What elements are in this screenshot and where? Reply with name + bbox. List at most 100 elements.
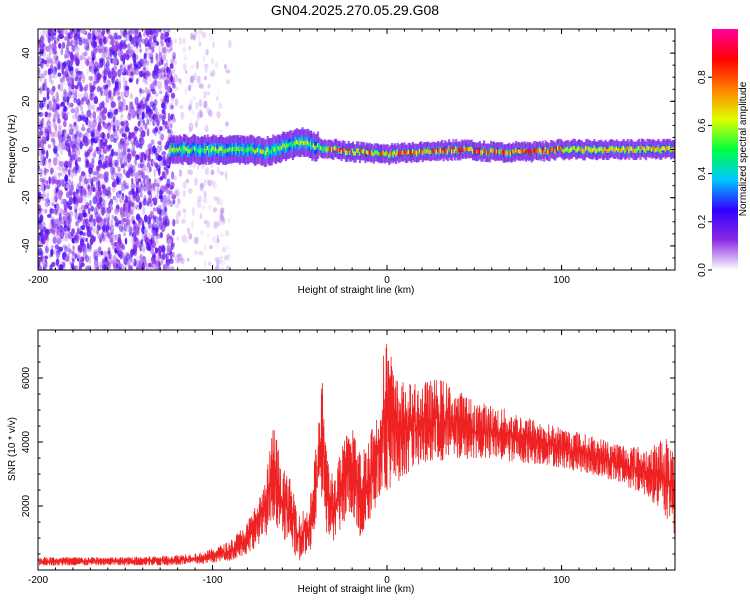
- noise-speckle: [205, 166, 210, 176]
- noise-speckle: [209, 245, 213, 250]
- carrier-core: [171, 148, 174, 153]
- noise-speckle: [141, 77, 145, 83]
- noise-speckle: [111, 187, 116, 193]
- noise-speckle: [107, 264, 111, 270]
- noise-speckle: [67, 178, 72, 187]
- noise-speckle: [52, 138, 56, 147]
- noise-speckle: [189, 98, 193, 106]
- carrier-core: [614, 147, 617, 152]
- noise-speckle: [136, 241, 142, 248]
- noise-speckle: [223, 255, 229, 261]
- noise-speckle: [120, 140, 125, 145]
- noise-speckle: [59, 230, 64, 240]
- carrier-core: [439, 148, 442, 153]
- carrier-core: [198, 149, 201, 154]
- noise-speckle: [84, 96, 88, 103]
- noise-speckle: [147, 185, 153, 193]
- carrier-core: [230, 147, 233, 153]
- noise-speckle: [123, 64, 127, 73]
- noise-speckle: [163, 63, 168, 68]
- noise-speckle: [89, 220, 95, 228]
- noise-speckle: [47, 36, 51, 44]
- noise-speckle: [202, 197, 208, 204]
- noise-speckle: [146, 201, 150, 207]
- noise-speckle: [125, 225, 131, 233]
- noise-speckle: [159, 232, 163, 239]
- noise-speckle: [81, 126, 86, 132]
- noise-speckle: [113, 32, 118, 40]
- carrier-core: [255, 148, 258, 153]
- noise-speckle: [64, 36, 68, 41]
- noise-speckle: [150, 78, 155, 84]
- noise-speckle: [97, 217, 103, 223]
- noise-speckle: [39, 101, 44, 109]
- noise-speckle: [206, 233, 210, 238]
- noise-speckle: [70, 108, 76, 114]
- noise-speckle: [135, 40, 139, 49]
- snr-x-tick-label: 0: [384, 575, 390, 586]
- carrier-core: [618, 147, 621, 153]
- noise-speckle: [153, 219, 158, 229]
- noise-speckle: [46, 103, 49, 110]
- noise-speckle: [203, 190, 207, 199]
- noise-speckle: [133, 158, 137, 165]
- noise-speckle: [40, 182, 45, 192]
- noise-speckle: [216, 260, 222, 265]
- noise-speckle: [158, 204, 162, 210]
- noise-speckle: [189, 126, 192, 133]
- carrier-core: [220, 146, 223, 151]
- carrier-core: [597, 147, 600, 152]
- noise-speckle: [95, 192, 101, 200]
- noise-speckle: [97, 106, 102, 111]
- noise-speckle: [60, 47, 64, 56]
- noise-speckle: [96, 85, 102, 92]
- noise-speckle: [125, 85, 130, 91]
- noise-speckle: [165, 32, 168, 40]
- noise-speckle: [163, 110, 167, 120]
- carrier-core: [416, 151, 419, 156]
- noise-speckle: [170, 76, 174, 82]
- noise-speckle: [158, 220, 163, 227]
- carrier-core: [523, 148, 526, 153]
- noise-speckle: [107, 111, 113, 119]
- carrier-core: [187, 149, 190, 154]
- noise-speckle: [125, 141, 130, 147]
- carrier-core: [647, 146, 650, 151]
- carrier-core: [455, 146, 458, 151]
- carrier-core: [452, 146, 455, 151]
- noise-speckle: [193, 31, 198, 38]
- noise-speckle: [166, 72, 170, 78]
- carrier-core: [491, 148, 494, 154]
- noise-speckle: [203, 259, 207, 268]
- noise-speckle: [156, 164, 161, 172]
- noise-speckle: [110, 173, 115, 181]
- noise-speckle: [191, 206, 195, 216]
- noise-speckle: [190, 64, 195, 70]
- noise-speckle: [96, 87, 101, 93]
- noise-speckle: [220, 209, 224, 219]
- noise-speckle: [74, 265, 79, 270]
- noise-speckle: [78, 37, 82, 42]
- snr-y-tick-label: 2000: [21, 494, 32, 517]
- carrier-core: [282, 143, 285, 148]
- noise-speckle: [162, 47, 167, 54]
- noise-speckle: [74, 253, 78, 259]
- noise-speckle: [188, 169, 194, 176]
- noise-speckle: [38, 73, 43, 83]
- spectrogram-x-tick-label: -200: [28, 275, 48, 286]
- noise-speckle: [119, 64, 124, 72]
- carrier-core: [356, 148, 359, 153]
- carrier-core: [396, 149, 399, 155]
- carrier-core: [667, 146, 670, 151]
- carrier-core: [555, 147, 558, 152]
- noise-speckle: [167, 239, 172, 245]
- noise-speckle: [89, 90, 95, 96]
- noise-speckle: [204, 64, 209, 71]
- noise-speckle: [142, 119, 146, 126]
- noise-speckle: [142, 103, 146, 110]
- noise-speckle: [57, 110, 63, 116]
- noise-speckle: [159, 90, 163, 95]
- noise-speckle: [122, 150, 127, 156]
- noise-speckle: [158, 61, 162, 67]
- noise-speckle: [121, 196, 125, 203]
